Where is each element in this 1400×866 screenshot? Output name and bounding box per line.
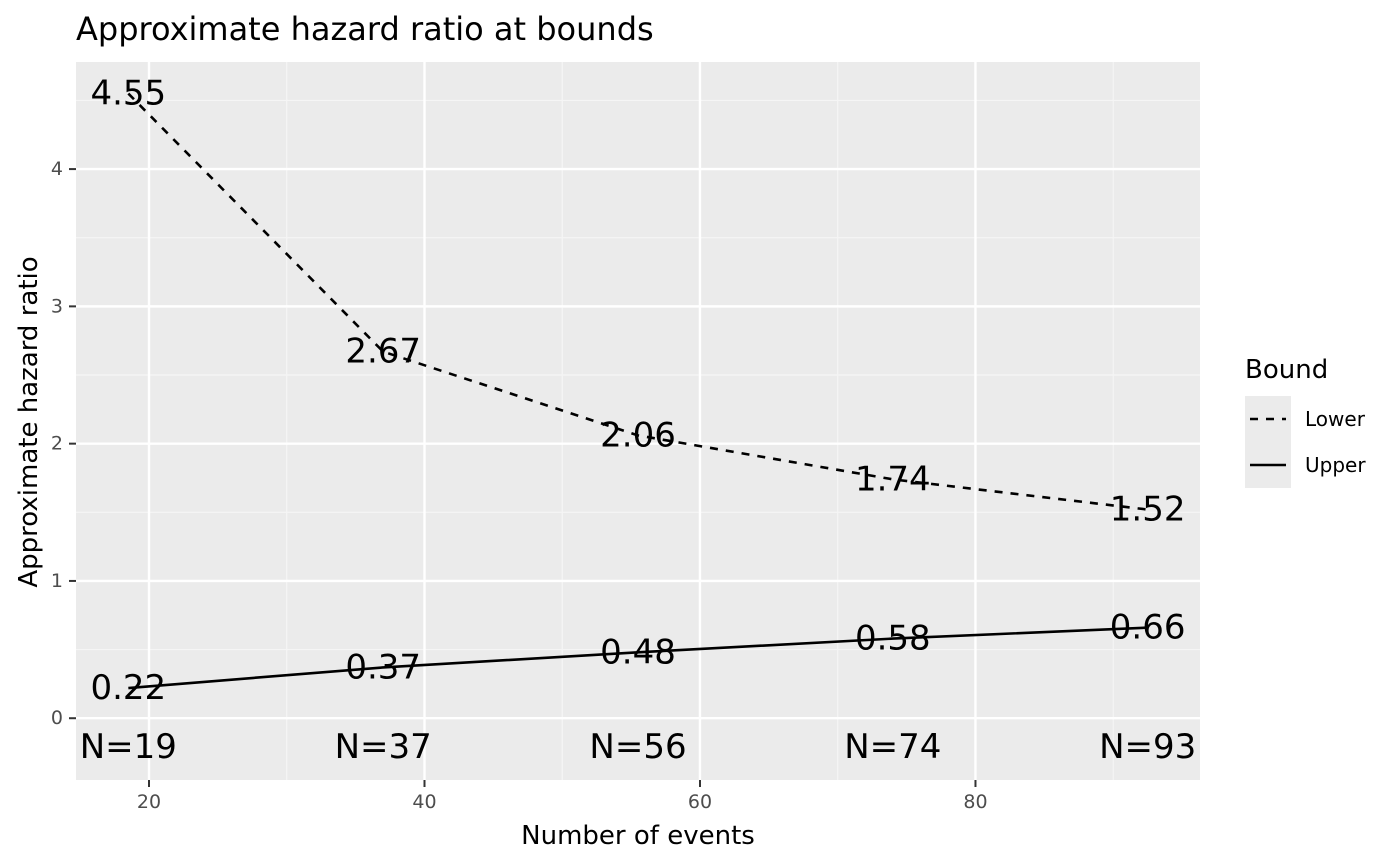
series-line-upper [128, 626, 1148, 690]
data-labels: 4.55 2.67 2.06 1.74 1.52 0.22 0.37 0.48 0.58 0.66 [90, 74, 1185, 708]
data-label: 1.52 [1110, 490, 1186, 530]
y-tick-label: 4 [51, 158, 63, 180]
plot-panel [76, 62, 1200, 780]
legend-title: Bound [1245, 355, 1328, 385]
y-tick-label: 0 [51, 707, 63, 729]
n-label: N=56 [589, 727, 686, 767]
series-lines [127, 92, 1148, 690]
chart-title: Approximate hazard ratio at bounds [76, 10, 654, 48]
legend-label: Lower [1305, 407, 1366, 431]
y-tick-label: 3 [51, 295, 63, 317]
data-label: 0.48 [600, 632, 676, 672]
x-axis: 20 40 60 80 [137, 780, 988, 813]
n-label: N=93 [1099, 727, 1196, 767]
x-axis-title: Number of events [521, 821, 755, 851]
data-label: 0.22 [90, 668, 166, 708]
n-label: N=37 [335, 727, 432, 767]
data-label: 0.37 [345, 647, 421, 687]
data-label: 0.66 [1110, 608, 1186, 648]
y-axis: 0 1 2 3 4 [51, 158, 76, 729]
minor-gridlines [76, 62, 1200, 780]
legend-label: Upper [1305, 453, 1366, 477]
series-line-lower [127, 92, 1148, 511]
x-tick-label: 40 [412, 791, 436, 813]
y-tick-label: 1 [51, 570, 63, 592]
x-tick-label: 20 [137, 791, 161, 813]
n-label: N=74 [844, 727, 941, 767]
x-tick-label: 80 [963, 791, 987, 813]
data-label: 1.74 [855, 459, 931, 499]
x-tick-label: 60 [688, 791, 712, 813]
major-gridlines [76, 62, 1200, 780]
y-axis-title: Approximate hazard ratio [14, 256, 44, 587]
legend: Bound Lower Upper [1245, 355, 1366, 488]
n-label: N=19 [80, 727, 177, 767]
data-label: 4.55 [90, 74, 166, 114]
y-tick-label: 2 [51, 433, 63, 455]
data-label: 2.67 [345, 332, 421, 372]
data-label: 0.58 [855, 619, 931, 659]
data-label: 2.06 [600, 415, 676, 455]
n-labels: N=19 N=37 N=56 N=74 N=93 [80, 727, 1197, 767]
